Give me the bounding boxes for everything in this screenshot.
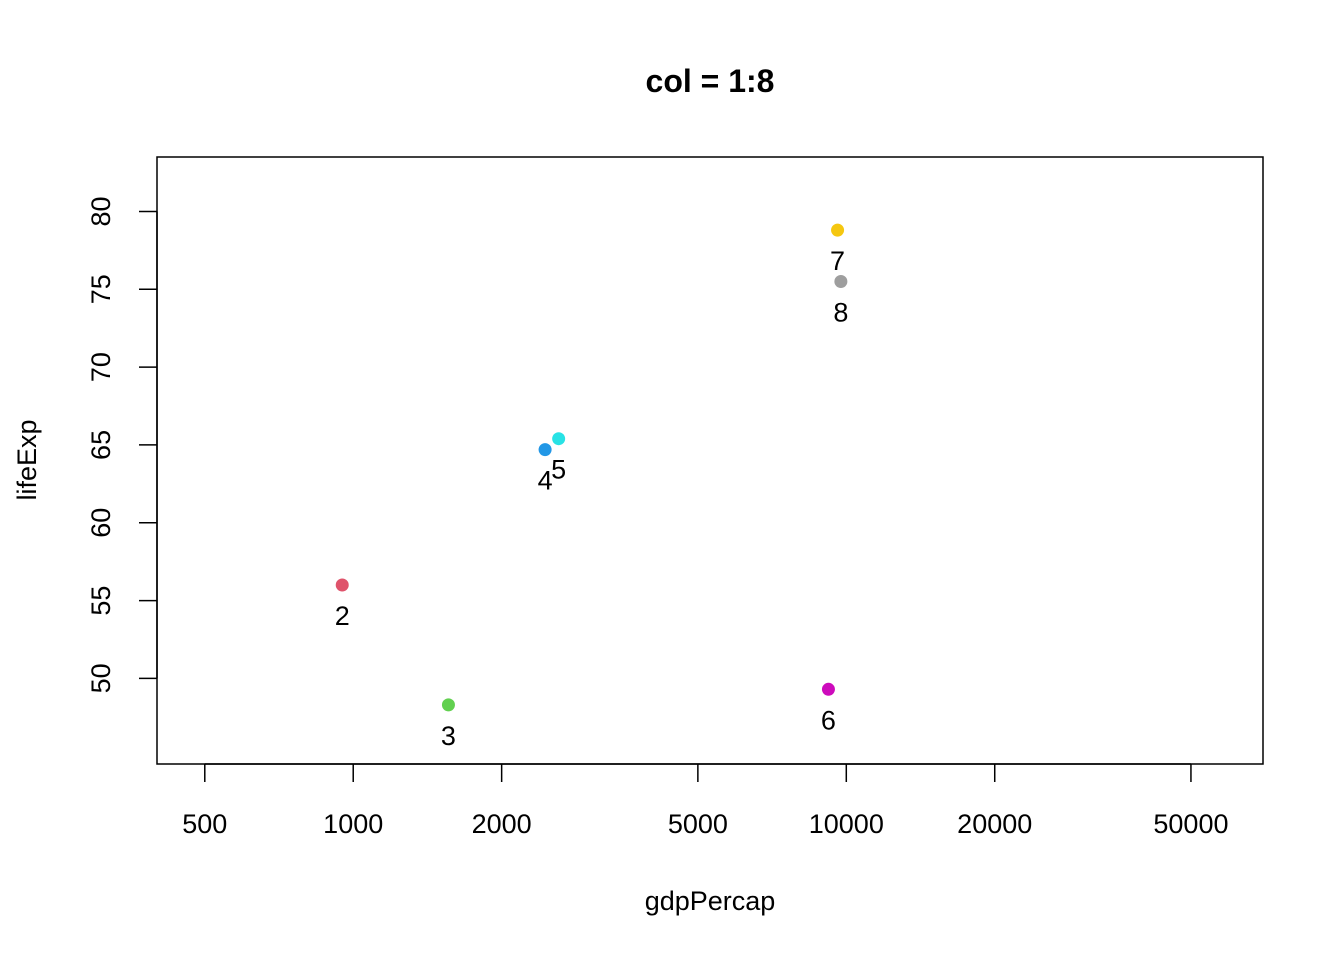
point-label: 3 [441,721,456,751]
point-label: 5 [551,455,566,485]
point-label: 2 [335,601,350,631]
data-point [538,443,552,457]
plot-frame [156,156,1264,765]
data-point [335,578,349,592]
y-tick-label: 65 [86,430,116,460]
x-tick-label: 10000 [809,809,884,839]
point-label: 6 [821,705,836,735]
x-axis: 500 1000 2000 5000 10000 20000 50000 [182,763,1228,839]
y-tick-label: 75 [86,274,116,304]
y-tick-label: 50 [86,663,116,693]
y-tick-label: 70 [86,352,116,382]
point-label: 8 [833,298,848,328]
data-point [821,682,835,696]
x-tick-label: 1000 [323,809,383,839]
y-tick-label: 80 [86,196,116,226]
point-label: 4 [538,466,553,496]
data-points: 2 3 45 6 7 8 [335,223,848,751]
y-tick-label: 55 [86,586,116,616]
data-point [441,698,455,712]
point-label: 7 [830,246,845,276]
y-tick-label: 60 [86,508,116,538]
data-point [831,223,845,237]
x-axis-label: gdpPercap [645,886,776,916]
x-tick-label: 2000 [472,809,532,839]
x-tick-label: 50000 [1153,809,1228,839]
chart-title: col = 1:8 [646,63,775,99]
x-tick-label: 5000 [668,809,728,839]
x-tick-label: 500 [182,809,227,839]
y-axis-label: lifeExp [12,419,42,500]
y-axis: 50 55 60 65 70 75 80 [86,196,158,693]
data-point [834,275,848,289]
x-tick-label: 20000 [957,809,1032,839]
data-point [552,432,566,446]
